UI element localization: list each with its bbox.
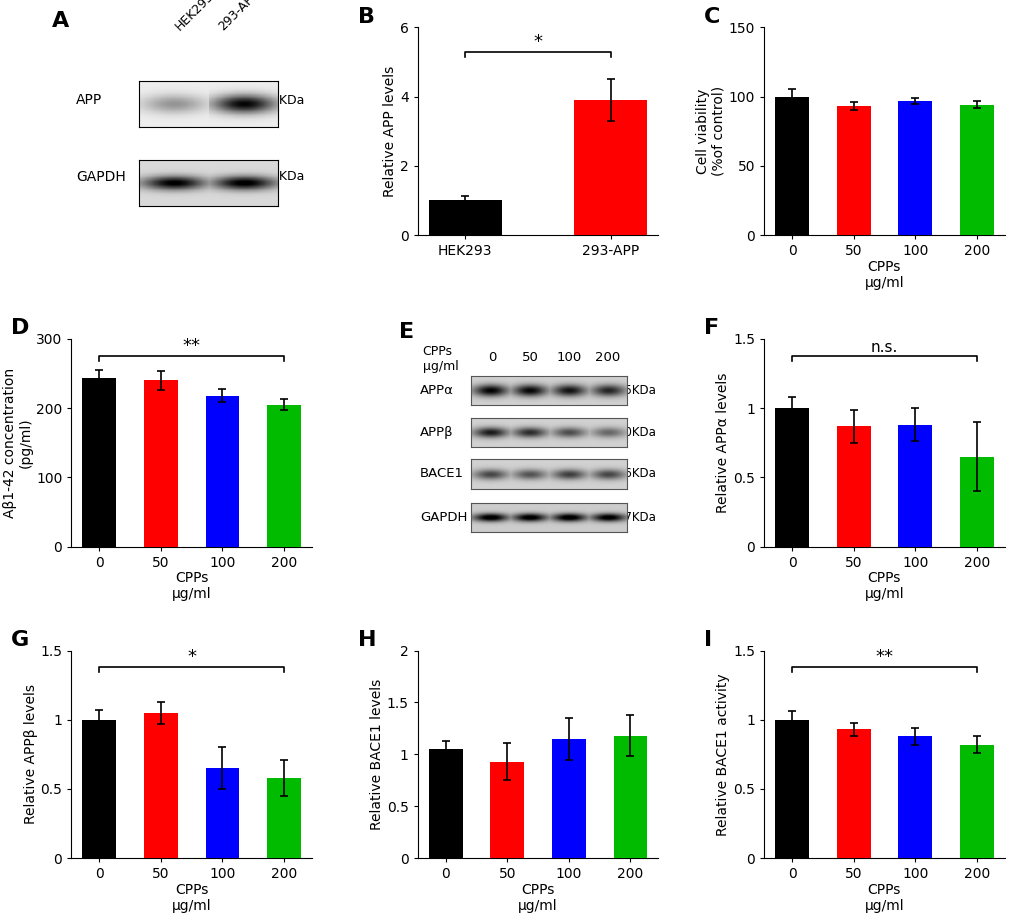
Text: 37KDa: 37KDa xyxy=(616,511,655,524)
Bar xyxy=(836,729,869,858)
Bar xyxy=(898,100,931,235)
Bar xyxy=(574,100,647,235)
Bar xyxy=(612,736,647,858)
Bar xyxy=(551,739,585,858)
Bar xyxy=(267,778,301,858)
Y-axis label: Aβ1-42 concentration
(pg/ml): Aβ1-42 concentration (pg/ml) xyxy=(3,368,34,518)
Bar xyxy=(83,378,116,547)
Bar xyxy=(959,745,993,858)
X-axis label: CPPs
μg/ml: CPPs μg/ml xyxy=(171,883,211,913)
Bar xyxy=(898,425,931,547)
Bar xyxy=(490,761,524,858)
Bar xyxy=(144,381,177,547)
X-axis label: CPPs
μg/ml: CPPs μg/ml xyxy=(518,883,557,913)
Y-axis label: Relative APP levels: Relative APP levels xyxy=(383,66,396,197)
Bar xyxy=(774,408,808,547)
X-axis label: CPPs
μg/ml: CPPs μg/ml xyxy=(864,259,904,289)
Bar xyxy=(83,719,116,858)
Text: μg/ml: μg/ml xyxy=(422,360,458,373)
Text: 95KDa: 95KDa xyxy=(616,384,655,397)
X-axis label: CPPs
μg/ml: CPPs μg/ml xyxy=(171,571,211,602)
Y-axis label: Relative APPβ levels: Relative APPβ levels xyxy=(23,685,38,824)
Text: H: H xyxy=(358,630,376,650)
Text: n.s.: n.s. xyxy=(870,340,898,354)
Text: G: G xyxy=(11,630,30,650)
X-axis label: CPPs
μg/ml: CPPs μg/ml xyxy=(864,883,904,913)
Text: APPα: APPα xyxy=(420,384,453,397)
Bar xyxy=(959,105,993,235)
Text: BACE1: BACE1 xyxy=(420,467,464,480)
Text: 105KDa: 105KDa xyxy=(255,94,305,107)
Text: F: F xyxy=(703,318,718,338)
Text: 0: 0 xyxy=(488,352,496,364)
Text: APPβ: APPβ xyxy=(420,426,453,439)
Bar xyxy=(267,404,301,547)
Text: D: D xyxy=(11,318,30,338)
Text: A: A xyxy=(52,11,69,31)
Bar xyxy=(144,713,177,858)
Text: 37KDa: 37KDa xyxy=(263,171,305,184)
Text: *: * xyxy=(533,33,542,50)
Bar xyxy=(774,719,808,858)
Text: 100: 100 xyxy=(556,352,582,364)
Text: CPPs: CPPs xyxy=(422,345,452,358)
Bar xyxy=(836,106,869,235)
Text: **: ** xyxy=(874,648,893,666)
Y-axis label: Relative BACE1 activity: Relative BACE1 activity xyxy=(715,673,730,835)
X-axis label: CPPs
μg/ml: CPPs μg/ml xyxy=(864,571,904,602)
Text: GAPDH: GAPDH xyxy=(76,170,125,184)
Text: APP: APP xyxy=(76,93,102,107)
Text: **: ** xyxy=(182,337,201,355)
Y-axis label: Cell viability
(%of control): Cell viability (%of control) xyxy=(695,86,726,176)
Bar xyxy=(206,768,239,858)
Text: HEK293: HEK293 xyxy=(172,0,216,34)
Bar xyxy=(959,456,993,547)
Text: 293-APP: 293-APP xyxy=(215,0,261,34)
Y-axis label: Relative BACE1 levels: Relative BACE1 levels xyxy=(370,678,383,830)
Text: GAPDH: GAPDH xyxy=(420,511,467,524)
Bar xyxy=(428,201,501,235)
Bar xyxy=(206,395,239,547)
Text: 90KDa: 90KDa xyxy=(616,426,655,439)
Bar xyxy=(898,737,931,858)
Text: 200: 200 xyxy=(595,352,620,364)
Text: I: I xyxy=(703,630,711,650)
Text: 50: 50 xyxy=(522,352,539,364)
Text: B: B xyxy=(358,6,374,26)
Bar xyxy=(836,426,869,547)
Text: C: C xyxy=(703,6,719,26)
Y-axis label: Relative APPα levels: Relative APPα levels xyxy=(715,373,730,513)
Text: E: E xyxy=(398,322,414,342)
Text: 56KDa: 56KDa xyxy=(616,467,655,480)
Text: *: * xyxy=(187,648,196,666)
Bar xyxy=(428,750,463,858)
Bar xyxy=(774,97,808,235)
